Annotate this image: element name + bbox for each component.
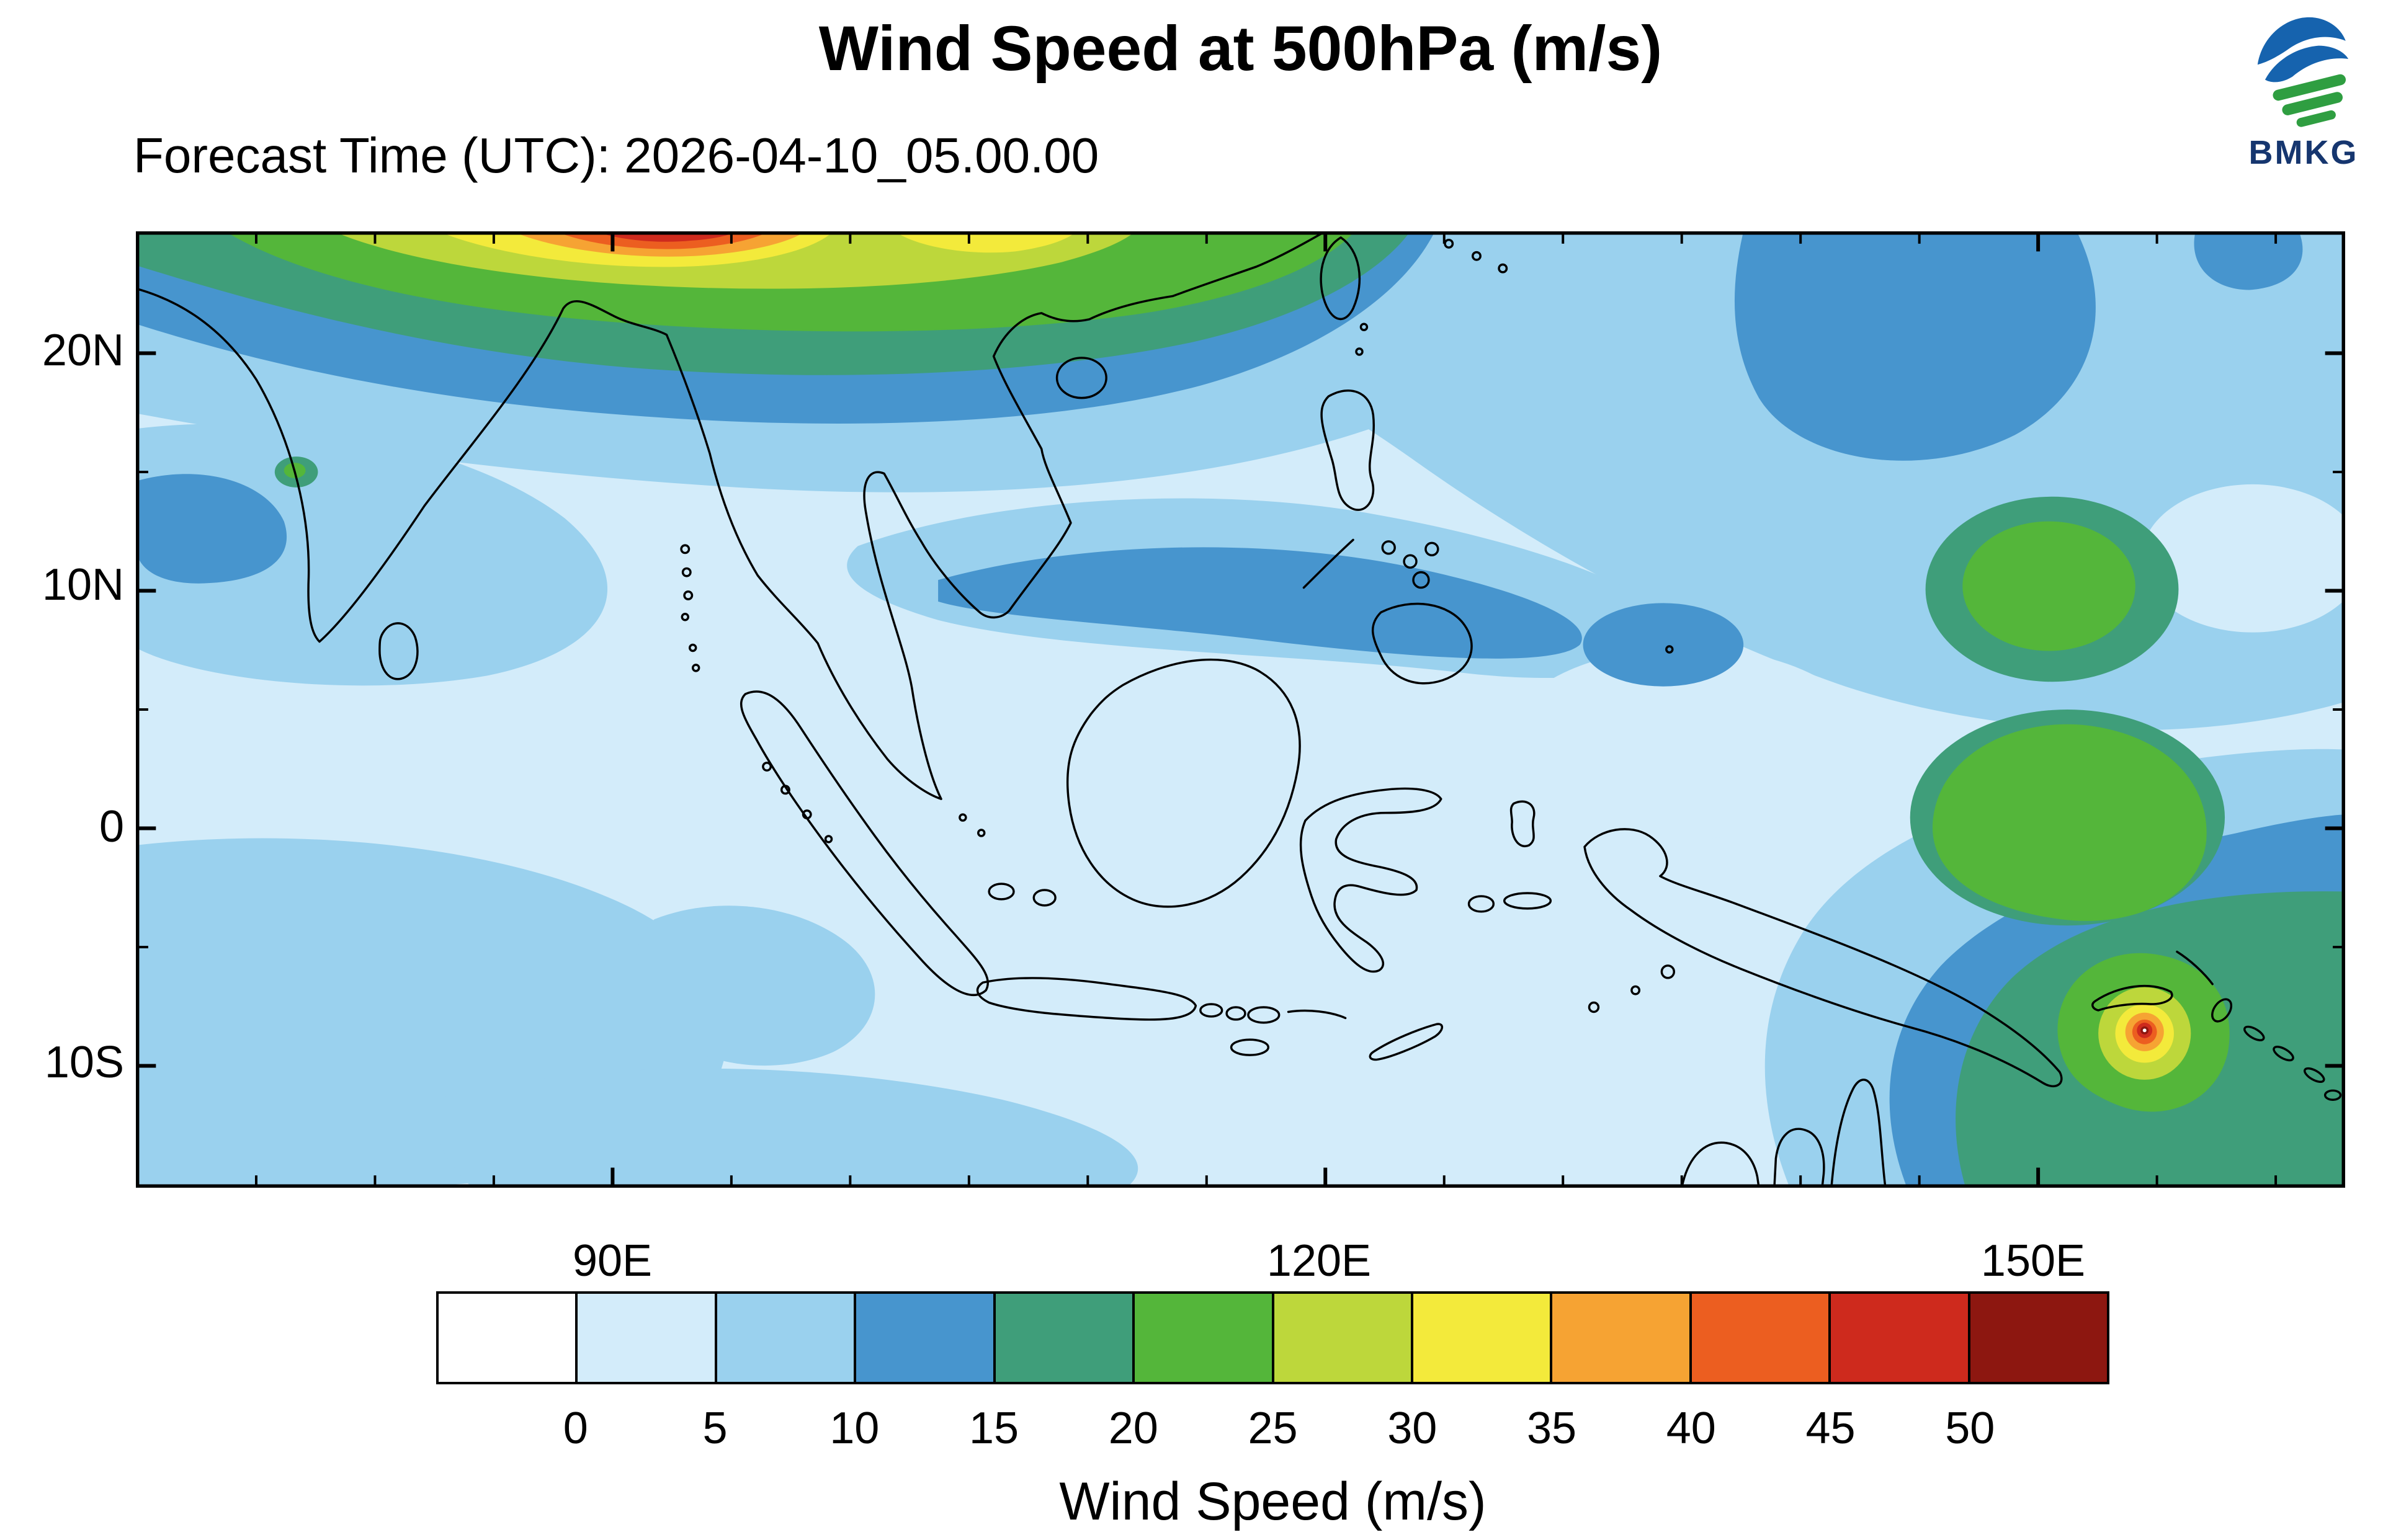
colorbar-cell <box>439 1294 576 1382</box>
colorbar <box>436 1291 2109 1384</box>
colorbar-cell <box>1132 1294 1272 1382</box>
colorbar-cell <box>1967 1294 2108 1382</box>
colorbar-tick-label: 45 <box>1805 1404 1856 1453</box>
colorbar-title: Wind Speed (m/s) <box>1059 1472 1487 1531</box>
colorbar-cell <box>1689 1294 1829 1382</box>
colorbar-tick-label: 15 <box>968 1404 1019 1453</box>
colorbar-tick-labels: 0 5 10 15 20 25 30 35 40 45 50 <box>436 1403 2109 1459</box>
colorbar-cell <box>1550 1294 1689 1382</box>
map-border <box>136 231 2345 1188</box>
colorbar-tick-label: 50 <box>1945 1404 1995 1453</box>
colorbar-cell <box>1410 1294 1550 1382</box>
lon-label-120e: 120E <box>1266 1236 1372 1286</box>
lat-label-0: 0 <box>99 802 124 852</box>
bmkg-logo: BMKG <box>2232 6 2375 172</box>
logo-land-bar-2 <box>2282 92 2343 115</box>
colorbar-cell <box>575 1294 715 1382</box>
colorbar-tick-label: 40 <box>1666 1404 1716 1453</box>
lat-label-10s: 10S <box>44 1038 124 1087</box>
colorbar-tick-label: 20 <box>1108 1404 1158 1453</box>
lon-label-150e: 150E <box>1980 1236 2086 1286</box>
contour-level-50-plus <box>2140 1026 2149 1035</box>
contour-level-0-5-holes <box>1504 484 2345 839</box>
colorbar-cell <box>993 1294 1133 1382</box>
colorbar-cell <box>714 1294 854 1382</box>
colorbar-tick-label: 10 <box>829 1404 880 1453</box>
colorbar-cell <box>1828 1294 1968 1382</box>
logo-wave-2 <box>2265 45 2349 82</box>
colorbar-tick-label: 35 <box>1526 1404 1577 1453</box>
coastlines <box>136 231 2342 1188</box>
wind-speed-map <box>136 231 2345 1188</box>
bmkg-logo-icon <box>2257 17 2349 127</box>
axis-ticks <box>136 231 2345 1188</box>
lat-label-10n: 10N <box>42 560 124 610</box>
colorbar-tick-label: 5 <box>702 1404 728 1453</box>
lon-label-90e: 90E <box>572 1236 653 1286</box>
colorbar-tick-label: 30 <box>1387 1404 1437 1453</box>
logo-land-bar-3 <box>2296 110 2336 127</box>
colorbar-cell <box>1271 1294 1411 1382</box>
forecast-time-label: Forecast Time (UTC): 2026-04-10_05.00.00 <box>133 128 1099 183</box>
logo-wave-1 <box>2257 17 2346 65</box>
colorbar-cell <box>854 1294 993 1382</box>
colorbar-tick-label: 0 <box>563 1404 588 1453</box>
lat-label-20n: 20N <box>42 326 124 375</box>
page-title: Wind Speed at 500hPa (m/s) <box>818 13 1663 84</box>
logo-land-bar-1 <box>2273 74 2346 101</box>
colorbar-tick-label: 25 <box>1248 1404 1298 1453</box>
bmkg-logo-text: BMKG <box>2248 134 2359 171</box>
